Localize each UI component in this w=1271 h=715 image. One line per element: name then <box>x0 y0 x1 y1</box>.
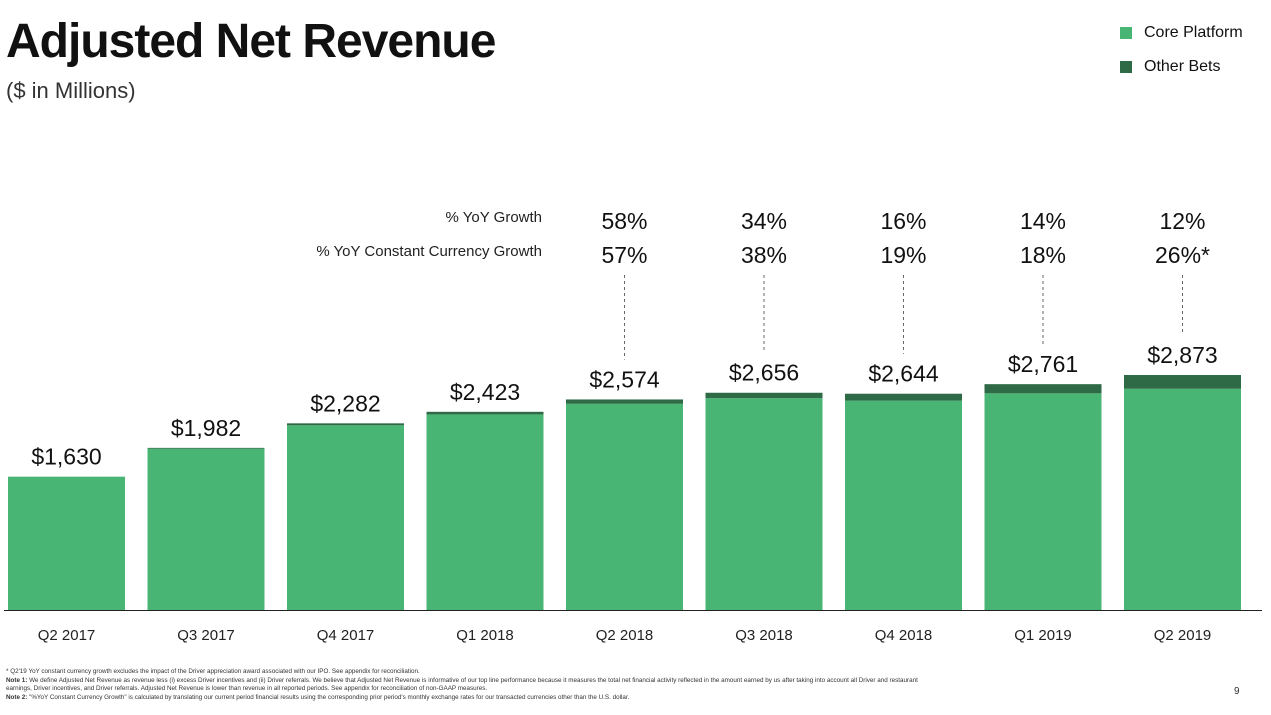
yoy-cc-growth-value: 26%* <box>1155 242 1210 268</box>
core-platform-swatch-icon <box>1120 27 1132 39</box>
yoy-growth-row-label: % YoY Growth <box>445 209 542 226</box>
x-tick-label: Q1 2019 <box>1014 627 1072 644</box>
bar-core-platform <box>1124 388 1241 610</box>
legend-label-other-bets: Other Bets <box>1144 58 1221 75</box>
note-1-text: We define Adjusted Net Revenue as revenu… <box>6 676 918 693</box>
legend-item-core-platform: Core Platform <box>1120 22 1243 44</box>
bar-core-platform <box>705 398 823 610</box>
x-tick-label: Q1 2018 <box>456 627 514 644</box>
bar-other-bets <box>845 393 962 401</box>
bar-other-bets <box>566 399 683 404</box>
note-2-label: Note 2: <box>6 693 28 701</box>
yoy-growth-value: 16% <box>880 208 926 234</box>
bar-other-bets <box>984 384 1102 394</box>
page-title: Adjusted Net Revenue <box>6 15 496 68</box>
bar-core-platform <box>147 448 265 610</box>
bar-total-label: $2,873 <box>1147 342 1217 368</box>
chart-legend: Core Platform Other Bets <box>1120 22 1243 90</box>
x-tick-label: Q3 2018 <box>735 627 793 644</box>
bar-core-platform <box>287 425 404 610</box>
yoy-growth-value: 12% <box>1159 208 1205 234</box>
bar-core-platform <box>8 476 125 610</box>
bar-other-bets <box>147 447 265 449</box>
x-tick-label: Q2 2017 <box>38 627 96 644</box>
bar-other-bets <box>287 423 404 426</box>
note-2-text: "%YoY Constant Currency Growth" is calcu… <box>27 693 630 701</box>
bar-total-label: $2,761 <box>1008 351 1078 377</box>
bar-core-platform <box>566 403 683 610</box>
footnotes: * Q2'19 YoY constant currency growth exc… <box>6 668 936 702</box>
x-tick-label: Q4 2018 <box>875 627 933 644</box>
footnote-note-1: Note 1: We define Adjusted Net Revenue a… <box>6 677 936 694</box>
bar-total-label: $2,282 <box>310 390 380 416</box>
page-subtitle: ($ in Millions) <box>6 78 136 103</box>
yoy-cc-growth-value: 57% <box>601 242 647 268</box>
bar-total-label: $1,982 <box>171 415 241 441</box>
bar-other-bets <box>1124 375 1241 389</box>
bar-other-bets <box>705 392 823 399</box>
yoy-cc-growth-value: 38% <box>741 242 787 268</box>
bar-total-label: $2,423 <box>450 379 520 405</box>
yoy-cc-growth-value: 19% <box>880 242 926 268</box>
bar-total-label: $2,656 <box>729 360 799 386</box>
x-tick-label: Q2 2019 <box>1154 627 1212 644</box>
legend-item-other-bets: Other Bets <box>1120 56 1243 78</box>
footnote-star: * Q2'19 YoY constant currency growth exc… <box>6 668 420 675</box>
bar-total-label: $1,630 <box>31 444 101 470</box>
bar-core-platform <box>984 393 1102 610</box>
bar-total-label: $2,644 <box>868 361 939 387</box>
yoy-growth-value: 58% <box>601 208 647 234</box>
page-number: 9 <box>1234 686 1240 697</box>
x-tick-label: Q2 2018 <box>596 627 654 644</box>
bar-core-platform <box>426 414 544 610</box>
note-1-label: Note 1: <box>6 676 28 684</box>
revenue-bar-chart: $1,630 Q2 2017 $1,982 Q3 2017 $2,282 Q4 2017 $… <box>4 208 1262 644</box>
legend-label-core-platform: Core Platform <box>1144 24 1243 41</box>
bar-total-label: $2,574 <box>589 366 660 392</box>
yoy-growth-value: 14% <box>1020 208 1066 234</box>
bar-core-platform <box>845 400 962 610</box>
footnote-note-2: Note 2: "%YoY Constant Currency Growth" … <box>6 694 936 703</box>
yoy-growth-value: 34% <box>741 208 787 234</box>
bar-other-bets <box>426 411 544 415</box>
x-tick-label: Q4 2017 <box>317 627 375 644</box>
yoy-cc-growth-value: 18% <box>1020 242 1066 268</box>
yoy-cc-growth-row-label: % YoY Constant Currency Growth <box>316 243 542 260</box>
other-bets-swatch-icon <box>1120 61 1132 73</box>
x-tick-label: Q3 2017 <box>177 627 235 644</box>
